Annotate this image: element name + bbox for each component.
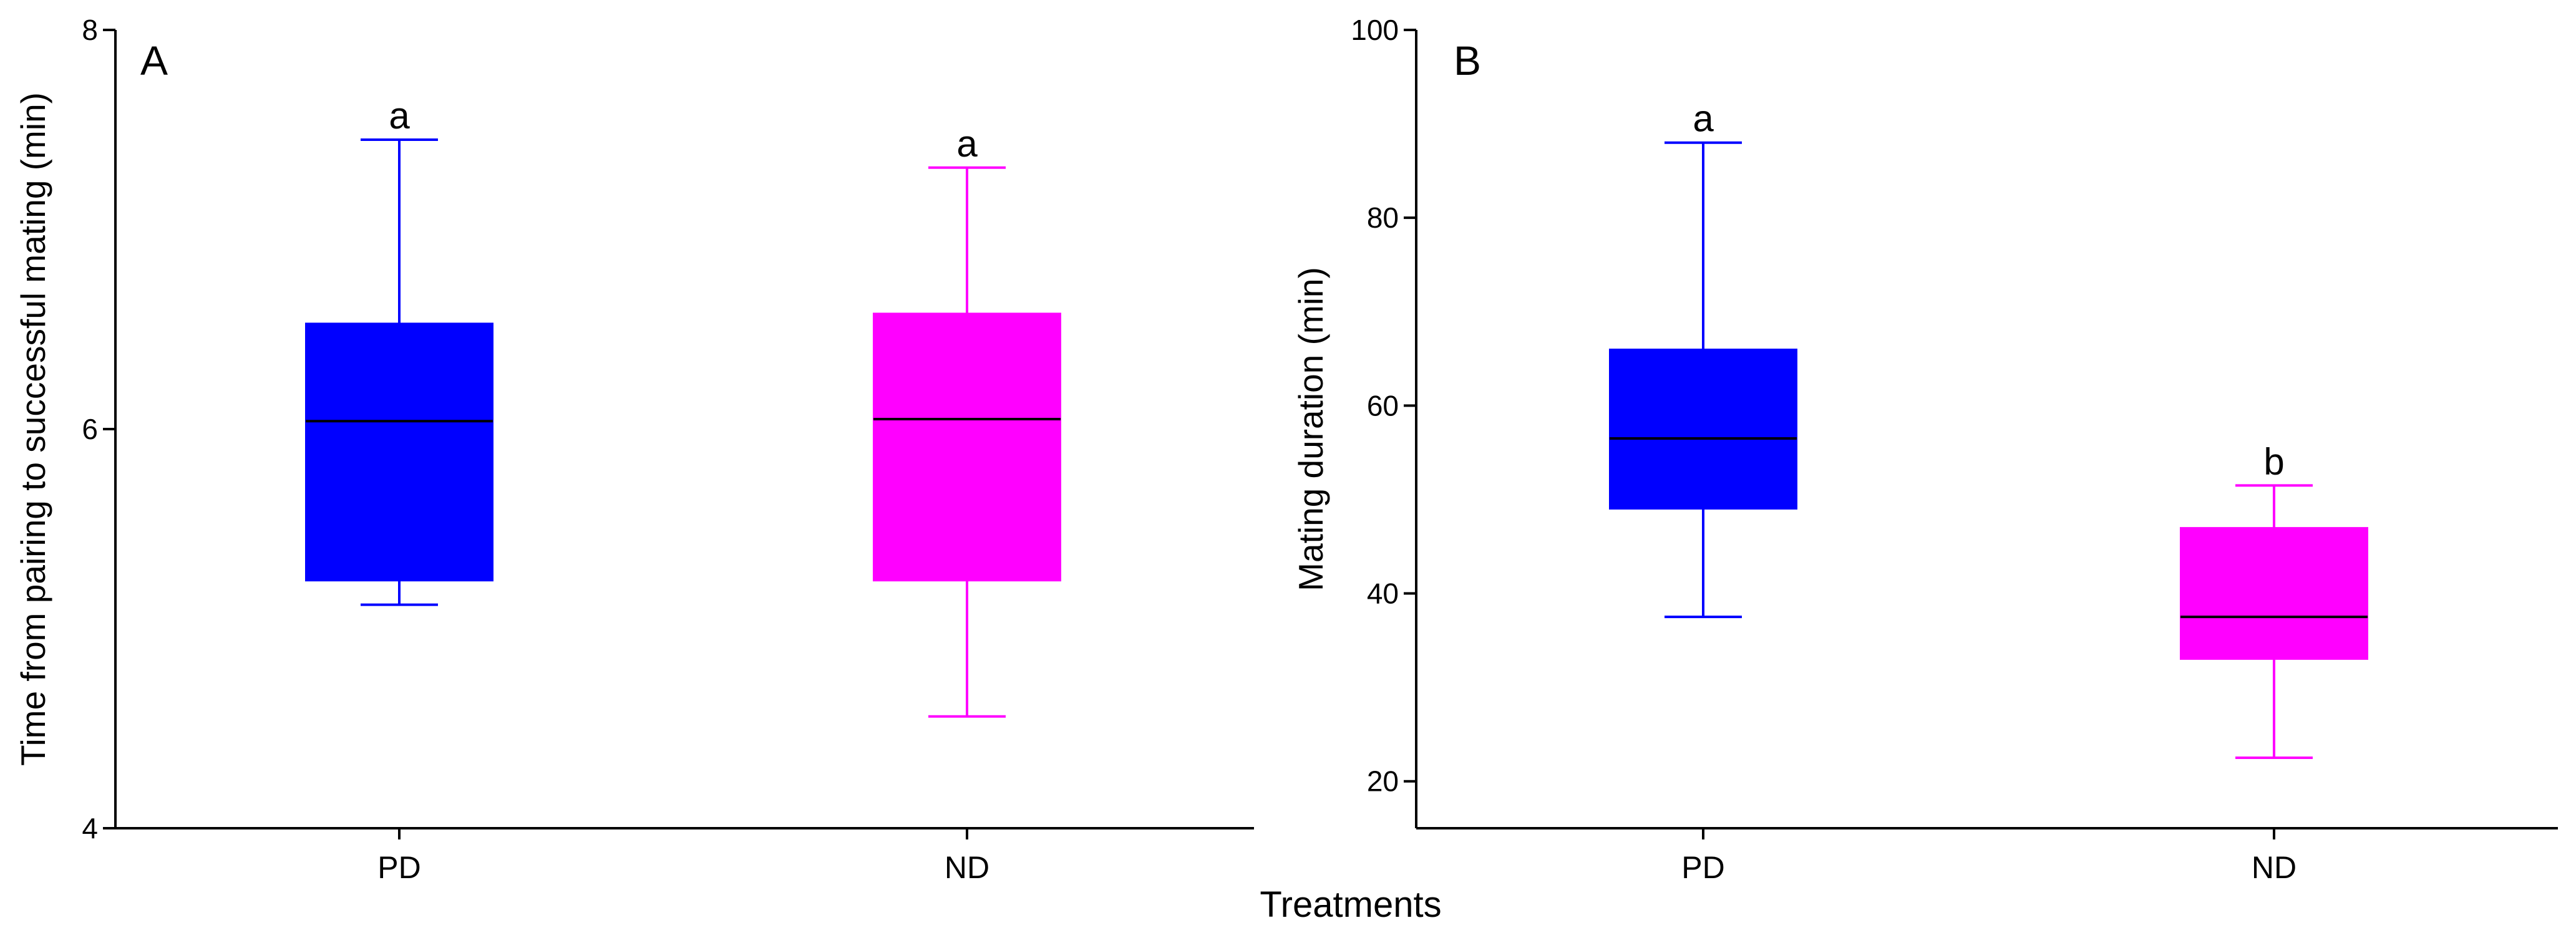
panel-b-y-tick-label: 80 <box>1367 201 1399 234</box>
panel-b-pd-box <box>1609 349 1797 510</box>
panel-a-x-tick-label: PD <box>377 850 420 885</box>
panel-b-label: B <box>1454 37 1481 84</box>
panel-b-x-tick-label: PD <box>1681 850 1724 885</box>
panel-a-nd-box <box>873 312 1061 582</box>
panel-a-pd-significance-label: a <box>389 95 410 137</box>
panel-b-y-tick-label: 60 <box>1367 389 1399 422</box>
panel-a-label: A <box>140 37 168 84</box>
panel-a-pd-box <box>305 322 493 582</box>
panel-b-nd-box <box>2180 527 2368 660</box>
panel-b-nd-significance-label: b <box>2263 440 2284 482</box>
panel-b-y-axis-title: Mating duration (min) <box>1291 267 1330 591</box>
panel-a-y-tick-label: 4 <box>82 812 98 844</box>
shared-x-axis-title: Treatments <box>1260 884 1441 925</box>
panel-a-y-axis-title: Time from pairing to successful mating (… <box>14 92 52 766</box>
panel-a-y-tick-label: 6 <box>82 413 98 445</box>
panel-a-x-tick-label: ND <box>945 850 989 885</box>
panel-b-pd-significance-label: a <box>1693 98 1714 140</box>
panel-b-y-tick-label: 100 <box>1351 14 1399 46</box>
panel-a-y-tick-label: 8 <box>82 14 98 46</box>
panel-b-y-tick-label: 20 <box>1367 765 1399 798</box>
panel-b-y-tick-label: 40 <box>1367 578 1399 610</box>
panel-b-x-tick-label: ND <box>2252 850 2297 885</box>
panel-a-nd-significance-label: a <box>956 123 978 165</box>
